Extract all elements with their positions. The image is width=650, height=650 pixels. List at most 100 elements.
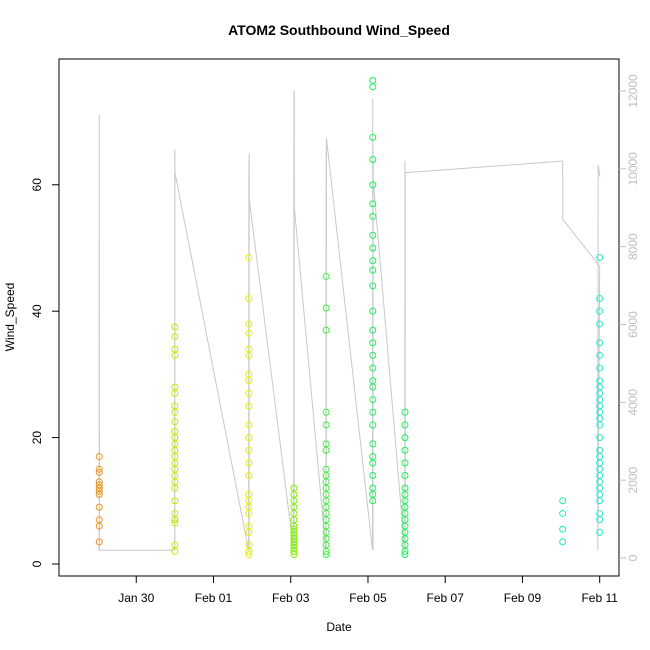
- data-point: [245, 320, 253, 328]
- y-tick-label: 40: [30, 304, 44, 318]
- y2-tick-label: 12000: [626, 74, 640, 108]
- data-point: [596, 364, 604, 372]
- data-point: [369, 497, 377, 505]
- points-layer: [95, 76, 604, 559]
- data-point: [401, 446, 409, 454]
- data-point: [369, 326, 377, 334]
- data-point: [369, 244, 377, 252]
- data-point: [369, 257, 377, 265]
- data-point: [559, 525, 567, 533]
- data-point: [596, 320, 604, 328]
- secondary-line-layer: [98, 90, 601, 551]
- data-point: [95, 465, 103, 473]
- data-point: [369, 282, 377, 290]
- data-point: [245, 351, 253, 359]
- data-point: [171, 418, 179, 426]
- data-point: [245, 446, 253, 454]
- data-point: [369, 421, 377, 429]
- data-point: [401, 551, 409, 559]
- data-point: [245, 329, 253, 337]
- data-point: [245, 295, 253, 303]
- data-point: [369, 155, 377, 163]
- data-point: [245, 421, 253, 429]
- data-point: [401, 434, 409, 442]
- secondary-series-line: [98, 90, 601, 551]
- data-point: [369, 266, 377, 274]
- data-point: [401, 408, 409, 416]
- data-point: [369, 212, 377, 220]
- x-tick-label: Feb 11: [581, 591, 618, 605]
- y-tick-label: 60: [30, 178, 44, 192]
- x-tick-label: Feb 07: [427, 591, 465, 605]
- data-point: [369, 181, 377, 189]
- data-point: [171, 389, 179, 397]
- plot-frame: [58, 58, 620, 577]
- x-tick-label: Feb 03: [272, 591, 310, 605]
- y2-tick-label: 2000: [626, 466, 640, 493]
- data-point: [596, 434, 604, 442]
- data-point: [596, 307, 604, 315]
- data-point: [245, 389, 253, 397]
- data-point: [401, 472, 409, 480]
- chart-title: ATOM2 Southbound Wind_Speed: [228, 22, 450, 38]
- data-point: [245, 551, 253, 559]
- data-point: [245, 402, 253, 410]
- data-point: [369, 76, 377, 84]
- x-tick-label: Feb 05: [349, 591, 387, 605]
- data-point: [171, 351, 179, 359]
- data-point: [369, 339, 377, 347]
- data-point: [245, 528, 253, 536]
- x-axis-label: Date: [326, 620, 352, 634]
- data-point: [401, 459, 409, 467]
- data-point: [171, 519, 179, 527]
- data-point: [596, 528, 604, 536]
- data-point: [596, 253, 604, 261]
- data-point: [596, 339, 604, 347]
- data-point: [369, 408, 377, 416]
- data-point: [171, 484, 179, 492]
- data-point: [369, 364, 377, 372]
- data-point: [322, 408, 330, 416]
- data-point: [369, 307, 377, 315]
- data-point: [95, 453, 103, 461]
- data-point: [95, 538, 103, 546]
- data-point: [245, 459, 253, 467]
- y-axis-label: Wind_Speed: [3, 283, 17, 352]
- data-point: [322, 421, 330, 429]
- data-point: [596, 295, 604, 303]
- data-point: [369, 133, 377, 141]
- data-point: [559, 509, 567, 517]
- data-point: [369, 200, 377, 208]
- data-point: [95, 490, 103, 498]
- data-point: [369, 231, 377, 239]
- data-point: [245, 472, 253, 480]
- data-point: [369, 83, 377, 91]
- data-point: [290, 551, 298, 559]
- data-point: [322, 272, 330, 280]
- data-point: [401, 547, 409, 555]
- data-point: [95, 468, 103, 476]
- data-point: [245, 377, 253, 385]
- data-point: [95, 503, 103, 511]
- data-point: [369, 351, 377, 359]
- data-point: [245, 253, 253, 261]
- data-point: [171, 323, 179, 331]
- data-point: [171, 497, 179, 505]
- data-point: [559, 538, 567, 546]
- data-point: [245, 547, 253, 555]
- data-point: [245, 509, 253, 517]
- data-point: [369, 396, 377, 404]
- data-point: [322, 304, 330, 312]
- data-point: [171, 408, 179, 416]
- data-point: [369, 440, 377, 448]
- data-point: [596, 516, 604, 524]
- data-point: [322, 446, 330, 454]
- y-axis: 0 20 40 60: [30, 178, 59, 567]
- y-tick-label: 20: [30, 431, 44, 445]
- data-point: [95, 487, 103, 495]
- data-point: [322, 547, 330, 555]
- data-point: [369, 459, 377, 467]
- data-point: [369, 383, 377, 391]
- y2-tick-label: 0: [626, 554, 640, 561]
- data-point: [290, 547, 298, 555]
